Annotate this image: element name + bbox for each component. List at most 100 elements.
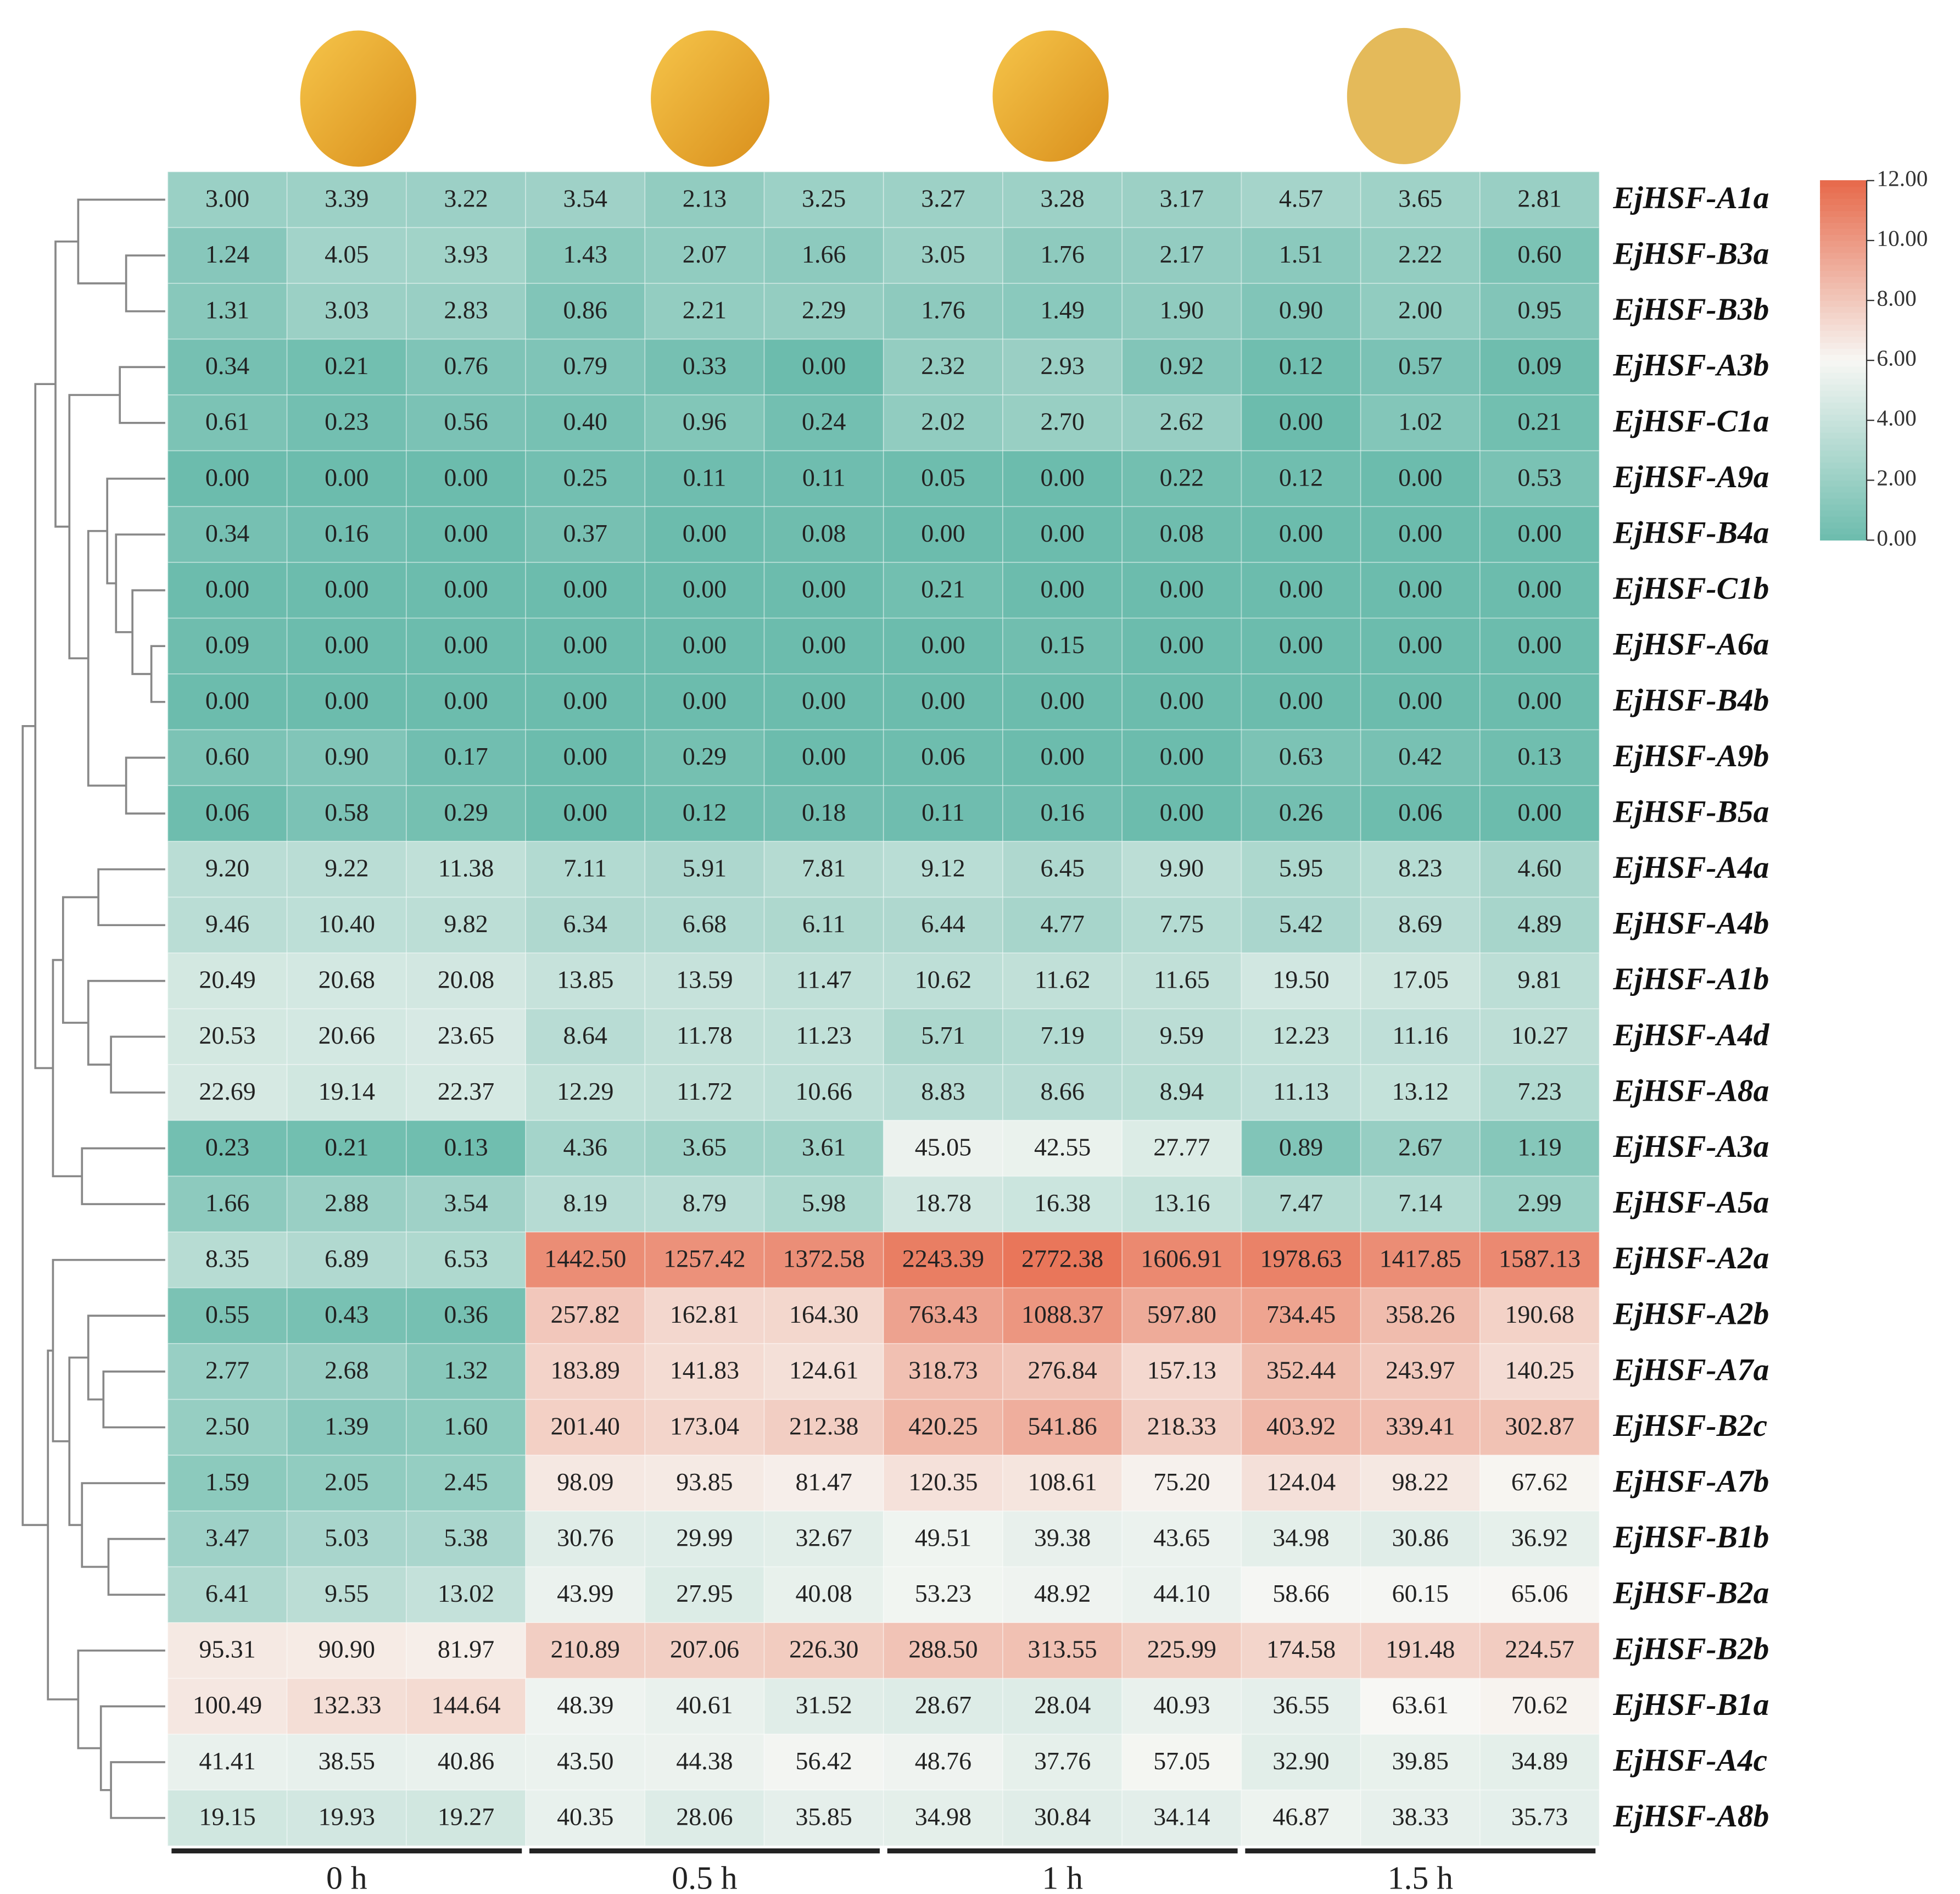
- colorbar-segment: [1820, 252, 1867, 259]
- row-label: EjHSF-A1b: [1612, 962, 1769, 996]
- heatmap-cell: [525, 952, 646, 1010]
- cell-label: 6.41: [205, 1579, 249, 1607]
- cell-label: 2.22: [1398, 240, 1442, 268]
- cell-label: 0.34: [205, 519, 249, 547]
- cell-label: 4.57: [1279, 184, 1323, 212]
- cell-label: 8.69: [1398, 910, 1442, 938]
- cell-label: 0.00: [1398, 463, 1442, 491]
- heatmap-cell: [1241, 338, 1361, 395]
- heatmap-cell: [883, 1008, 1003, 1066]
- heatmap-cell: [763, 1566, 884, 1623]
- heatmap-cell: [525, 1622, 646, 1679]
- cell-label: 2.70: [1040, 408, 1084, 436]
- cell-label: 9.22: [325, 854, 368, 882]
- heatmap-cell: [1241, 1678, 1361, 1735]
- heatmap-cell: [167, 450, 288, 508]
- colorbar-tick-label: 6.00: [1877, 346, 1916, 371]
- colorbar-segment: [1820, 186, 1867, 193]
- cell-label: 0.29: [444, 798, 488, 826]
- heatmap-cell: [883, 227, 1003, 284]
- cell-label: 0.12: [683, 798, 727, 826]
- cell-label: 257.82: [551, 1300, 620, 1328]
- heatmap-cell: [1479, 1231, 1600, 1289]
- cell-label: 6.53: [444, 1245, 488, 1273]
- cell-label: 132.33: [312, 1691, 381, 1719]
- cell-label: 207.06: [670, 1635, 739, 1663]
- colorbar-segment: [1820, 264, 1867, 271]
- heatmap-cell: [883, 282, 1003, 340]
- row-label: EjHSF-A8b: [1612, 1799, 1769, 1834]
- row-label: EjHSF-A3a: [1612, 1129, 1769, 1164]
- cell-label: 0.00: [802, 687, 846, 715]
- cell-label: 0.00: [1160, 742, 1204, 770]
- heatmap-cell: [405, 1008, 527, 1066]
- heatmap-cell: [405, 785, 527, 842]
- heatmap-cell: [883, 896, 1003, 954]
- cell-label: 4.77: [1040, 910, 1084, 938]
- heatmap-cell: [1121, 450, 1242, 508]
- cell-label: 288.50: [908, 1635, 978, 1663]
- cell-label: 23.65: [438, 1021, 494, 1049]
- colorbar-segment: [1820, 342, 1867, 349]
- cell-label: 5.98: [802, 1189, 846, 1217]
- cell-label: 8.79: [683, 1189, 727, 1217]
- heatmap-cell: [883, 952, 1003, 1010]
- colorbar-segment: [1820, 348, 1867, 355]
- cell-label: 40.93: [1153, 1691, 1210, 1719]
- cell-label: 0.42: [1398, 742, 1442, 770]
- cell-label: 18.78: [915, 1189, 971, 1217]
- heatmap-cell: [286, 1231, 407, 1289]
- cell-label: 1.39: [325, 1412, 368, 1440]
- heatmap-cell: [167, 1510, 288, 1568]
- cell-label: 243.97: [1386, 1356, 1455, 1384]
- cell-label: 5.38: [444, 1523, 488, 1551]
- cell-label: 27.95: [676, 1579, 733, 1607]
- heatmap-cell: [1360, 1678, 1481, 1735]
- heatmap-cell: [1121, 506, 1242, 563]
- heatmap-cell: [1121, 1176, 1242, 1233]
- heatmap-cell: [1241, 673, 1361, 731]
- cell-label: 1.19: [1517, 1133, 1561, 1161]
- cell-label: 98.09: [557, 1468, 613, 1496]
- heatmap-cell: [525, 450, 646, 508]
- cell-label: 0.56: [444, 408, 488, 436]
- row-label: EjHSF-A9b: [1612, 739, 1769, 773]
- cell-label: 0.08: [802, 519, 846, 547]
- heatmap-cell: [644, 561, 765, 619]
- cell-label: 28.06: [676, 1802, 733, 1830]
- heatmap-cell: [167, 338, 288, 395]
- heatmap-cell: [1360, 673, 1481, 731]
- heatmap-cell: [1479, 338, 1600, 395]
- heatmap-cell: [405, 1510, 527, 1568]
- heatmap-cell: [763, 506, 884, 563]
- cell-label: 0.00: [683, 519, 727, 547]
- cell-label: 5.71: [921, 1021, 965, 1049]
- heatmap-cell: [405, 1622, 527, 1679]
- colorbar-segment: [1820, 510, 1867, 517]
- heatmap-cell: [525, 896, 646, 954]
- heatmap-cell: [1241, 1064, 1361, 1121]
- colorbar-segment: [1820, 473, 1867, 481]
- heatmap-cell: [525, 617, 646, 675]
- cell-label: 29.99: [676, 1523, 733, 1551]
- colorbar-tick-label: 12.00: [1877, 165, 1928, 191]
- colorbar-segment: [1820, 378, 1867, 385]
- heatmap-cell: [883, 840, 1003, 898]
- cell-label: 3.65: [683, 1133, 727, 1161]
- cell-label: 60.15: [1392, 1579, 1449, 1607]
- cell-label: 2.77: [205, 1356, 249, 1384]
- heatmap-cell: [1241, 171, 1361, 229]
- heatmap-cell: [1121, 1119, 1242, 1177]
- row-label: EjHSF-B4a: [1612, 516, 1769, 550]
- heatmap-cell: [883, 1287, 1003, 1344]
- heatmap-cell: [1479, 282, 1600, 340]
- row-label: EjHSF-A4a: [1612, 850, 1769, 885]
- heatmap-cell: [286, 394, 407, 452]
- cell-label: 0.00: [325, 575, 368, 603]
- heatmap-cell: [1121, 338, 1242, 395]
- cell-label: 12.23: [1272, 1021, 1329, 1049]
- heatmap-cell: [1002, 1734, 1123, 1791]
- cell-label: 0.00: [1160, 798, 1204, 826]
- cell-label: 19.50: [1272, 966, 1329, 994]
